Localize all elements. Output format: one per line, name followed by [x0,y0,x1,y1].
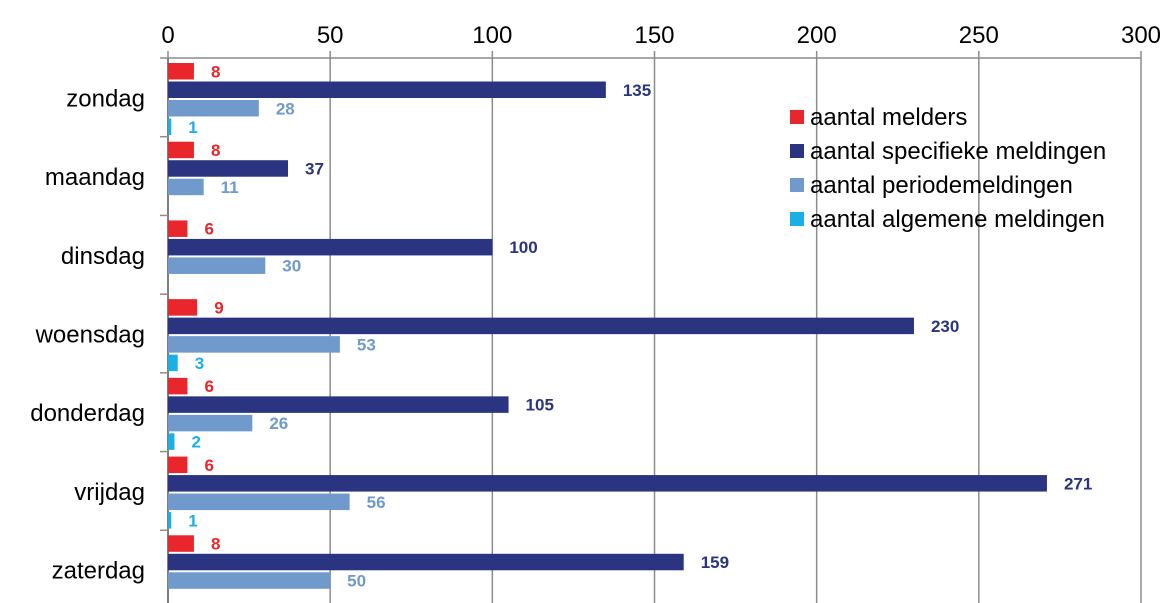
data-label-zondag-aantal-melders: 8 [211,62,220,81]
category-label-vrijdag: vrijdag [74,479,145,506]
data-label-zaterdag-aantal-specifieke-meldingen: 159 [701,553,729,572]
bar-woensdag-aantal-melders [168,299,198,316]
bar-donderdag-aantal-melders [168,377,188,395]
x-tick-label: 250 [959,22,999,49]
bar-donderdag-aantal-periodemeldingen [168,414,253,432]
bar-zondag-aantal-melders [168,63,194,80]
x-tick-label: 0 [161,22,174,49]
x-tick-label: 100 [472,22,512,49]
bar-vrijdag-aantal-periodemeldingen [168,493,350,511]
data-label-vrijdag-aantal-melders: 6 [204,456,213,475]
category-label-maandag: maandag [45,164,145,191]
bar-donderdag-aantal-specifieke-meldingen [168,396,509,413]
legend-swatch-aantal-algemene-meldingen [790,212,804,226]
x-tick-label: 200 [797,22,837,49]
data-label-maandag-aantal-melders: 8 [211,141,220,160]
data-label-woensdag-aantal-specifieke-meldingen: 230 [931,317,959,336]
bar-maandag-aantal-specifieke-meldingen [168,160,289,177]
bar-vrijdag-aantal-specifieke-meldingen [168,475,1047,492]
data-label-woensdag-aantal-periodemeldingen: 53 [357,335,376,354]
x-tick-label: 150 [634,22,674,49]
bar-dinsdag-aantal-specifieke-meldingen [168,238,493,256]
bar-maandag-aantal-melders [168,141,194,159]
category-label-woensdag: woensdag [35,322,145,349]
category-label-zondag: zondag [66,85,145,112]
bars [168,63,1047,589]
data-label-vrijdag-aantal-periodemeldingen: 56 [367,493,386,512]
bar-vrijdag-aantal-melders [168,456,188,474]
data-label-donderdag-aantal-specifieke-meldingen: 105 [526,396,554,415]
bar-zaterdag-aantal-specifieke-meldingen [168,553,684,571]
data-label-zaterdag-aantal-melders: 8 [211,535,220,554]
legend-label-aantal-specifieke-meldingen: aantal specifieke meldingen [810,138,1106,165]
bar-woensdag-aantal-periodemeldingen [168,336,340,353]
data-label-zondag-aantal-algemene-meldingen: 1 [188,118,197,137]
data-label-maandag-aantal-specifieke-meldingen: 37 [305,159,324,178]
bar-vrijdag-aantal-algemene-meldingen [168,512,172,529]
data-label-woensdag-aantal-algemene-meldingen: 3 [195,354,204,373]
legend-label-aantal-melders: aantal melders [810,104,967,131]
data-label-donderdag-aantal-melders: 6 [204,377,213,396]
bar-zaterdag-aantal-periodemeldingen [168,572,331,589]
bar-zondag-aantal-specifieke-meldingen [168,81,606,98]
bar-dinsdag-aantal-periodemeldingen [168,257,266,274]
legend-label-aantal-periodemeldingen: aantal periodemeldingen [810,172,1073,199]
bar-woensdag-aantal-algemene-meldingen [168,354,178,372]
bar-maandag-aantal-periodemeldingen [168,178,204,196]
data-label-maandag-aantal-periodemeldingen: 11 [221,178,239,197]
x-tick-label: 300 [1121,22,1161,49]
legend-label-aantal-algemene-meldingen: aantal algemene meldingen [810,206,1105,233]
x-axis-ticks: 0 50 100 150 200 250 300 [161,22,1161,49]
data-labels: 8135281837116100309230533610526262715618… [188,62,1092,590]
category-label-zaterdag: zaterdag [52,558,145,585]
data-label-woensdag-aantal-melders: 9 [214,298,223,317]
data-label-donderdag-aantal-algemene-meldingen: 2 [191,433,200,452]
data-label-dinsdag-aantal-melders: 6 [204,220,213,239]
data-label-vrijdag-aantal-algemene-meldingen: 1 [188,511,197,530]
bar-woensdag-aantal-specifieke-meldingen [168,317,914,335]
data-label-dinsdag-aantal-specifieke-meldingen: 100 [509,238,537,257]
data-label-zondag-aantal-periodemeldingen: 28 [276,99,295,118]
legend-swatch-aantal-melders [790,110,804,124]
data-label-zondag-aantal-specifieke-meldingen: 135 [623,81,651,100]
legend: aantal melders aantal specifieke meldinge… [790,104,1106,233]
data-label-dinsdag-aantal-periodemeldingen: 30 [282,257,301,276]
data-label-donderdag-aantal-periodemeldingen: 26 [269,414,288,433]
category-label-dinsdag: dinsdag [61,243,145,270]
bar-zondag-aantal-periodemeldingen [168,100,259,117]
bar-dinsdag-aantal-melders [168,220,188,237]
category-label-donderdag: donderdag [30,400,145,427]
bar-zaterdag-aantal-melders [168,535,194,552]
data-label-vrijdag-aantal-specifieke-meldingen: 271 [1064,474,1092,493]
legend-swatch-aantal-periodemeldingen [790,178,804,192]
bar-donderdag-aantal-algemene-meldingen [168,433,175,450]
bar-zondag-aantal-algemene-meldingen [168,118,172,135]
category-labels: zondag maandag dinsdag woensdag donderdag vri… [30,85,145,584]
x-tick-label: 50 [317,22,344,49]
legend-swatch-aantal-specifieke-meldingen [790,144,804,158]
data-label-zaterdag-aantal-periodemeldingen: 50 [347,572,366,591]
